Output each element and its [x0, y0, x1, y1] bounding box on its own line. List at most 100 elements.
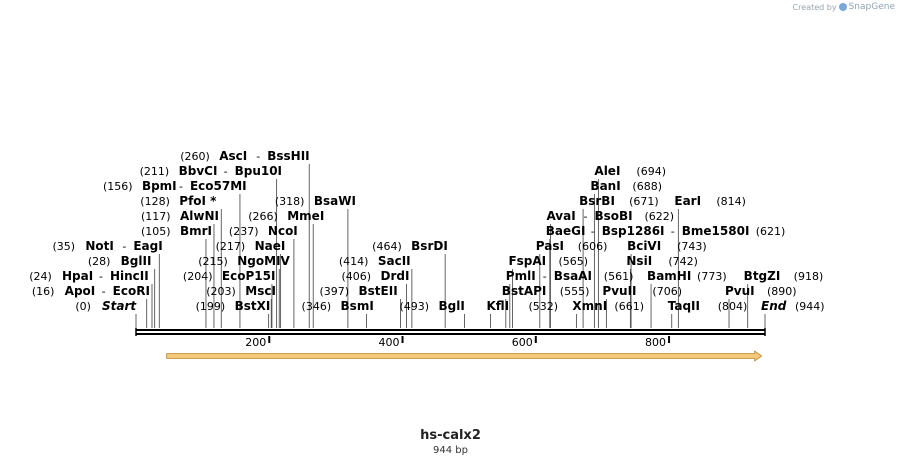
enzyme-name: BstEII	[359, 284, 398, 298]
site-label[interactable]: (28) BglII	[88, 254, 152, 268]
site-label[interactable]: (346) BsmI	[302, 299, 374, 313]
site-label[interactable]: (211) BbvCI - Bpu10I	[140, 164, 282, 178]
enzyme-separator: -	[179, 180, 183, 193]
enzyme-name: NgoMIV	[237, 254, 290, 268]
site-position: (203)	[206, 285, 236, 298]
enzyme-name: Eco57MI	[190, 179, 247, 193]
enzyme-name: BstXI	[235, 299, 271, 313]
site-position: (621)	[756, 225, 786, 238]
site-position: (918)	[794, 270, 824, 283]
credit-prefix: Created by	[792, 2, 837, 12]
enzyme-name: PvuI	[725, 284, 755, 298]
site-label[interactable]: BaeGI - Bsp1286I - Bme1580I (621)	[546, 224, 786, 238]
site-position: (28)	[88, 255, 111, 268]
site-label[interactable]: AleI (694)	[594, 164, 666, 178]
site-label[interactable]: NsiI (742)	[626, 254, 698, 268]
site-label[interactable]: BsrBI (671)	[579, 194, 659, 208]
site-label[interactable]: (24) HpaI - HincII	[29, 269, 149, 283]
site-label[interactable]: (203) MscI	[206, 284, 276, 298]
enzyme-name: Start	[102, 299, 137, 313]
enzyme-name: Bpu10I	[235, 164, 282, 178]
site-label[interactable]: PasI (606)	[536, 239, 608, 253]
site-label[interactable]: (406) DrdI	[342, 269, 410, 283]
site-position: (944)	[795, 300, 825, 313]
site-label[interactable]: (266) MmeI	[248, 209, 324, 223]
tick-label: 200	[245, 336, 266, 349]
sequence-title-block: hs-calx2 944 bp	[0, 428, 901, 458]
enzyme-name: BmrI	[180, 224, 212, 238]
enzyme-name: BtgZI	[744, 269, 781, 283]
site-label[interactable]: AvaI - BsoBI (622)	[546, 209, 674, 223]
site-label[interactable]: BstAPI (555)	[502, 284, 590, 298]
site-label[interactable]: XmnI (661)	[572, 299, 644, 313]
site-label[interactable]: (493) BglI	[399, 299, 464, 313]
site-label[interactable]: (217) NaeI	[216, 239, 286, 253]
site-label[interactable]: (318) BsaWI	[275, 194, 356, 208]
site-label[interactable]: TaqII (804)	[668, 299, 748, 313]
enzyme-name: EcoRI	[113, 284, 150, 298]
enzyme-name: BstAPI	[502, 284, 547, 298]
site-position: (156)	[103, 180, 133, 193]
site-label[interactable]: (397) BstEII	[320, 284, 398, 298]
enzyme-name: End	[761, 299, 787, 313]
enzyme-name: PvuII	[602, 284, 636, 298]
site-label[interactable]: (35) NotI - EagI	[53, 239, 163, 253]
site-label[interactable]: (156) BpmI - Eco57MI	[103, 179, 247, 193]
site-position: (24)	[29, 270, 52, 283]
site-position: (671)	[629, 195, 659, 208]
site-label[interactable]: EarI (814)	[674, 194, 746, 208]
site-connectors	[135, 164, 766, 328]
enzyme-name: AscI	[219, 149, 247, 163]
enzyme-name: BpmI	[142, 179, 177, 193]
tick-label: 600	[512, 336, 533, 349]
enzyme-name: EarI	[674, 194, 701, 208]
enzyme-name: SacII	[378, 254, 411, 268]
enzyme-separator: -	[671, 225, 675, 238]
enzyme-name: HincII	[110, 269, 149, 283]
site-position: (237)	[229, 225, 259, 238]
site-position: (406)	[342, 270, 372, 283]
site-label[interactable]: PvuI (890)	[725, 284, 797, 298]
site-label[interactable]: (105) BmrI	[141, 224, 212, 238]
site-label[interactable]: KflI (532)	[486, 299, 558, 313]
site-label[interactable]: (117) AlwNI	[141, 209, 219, 223]
site-label[interactable]: (128) PfoI *	[140, 194, 217, 208]
site-label[interactable]: (414) SacII	[339, 254, 411, 268]
site-position: (742)	[668, 255, 698, 268]
tick-label: 800	[645, 336, 666, 349]
enzyme-name: EcoP15I	[222, 269, 276, 283]
site-label[interactable]: BamHI (773)	[647, 269, 727, 283]
site-label[interactable]: BtgZI (918)	[744, 269, 824, 283]
site-position: (464)	[372, 240, 402, 253]
enzyme-name: Bme1580I	[682, 224, 750, 238]
site-label[interactable]: (464) BsrDI	[372, 239, 448, 253]
site-position: (266)	[248, 210, 278, 223]
site-position: (606)	[578, 240, 608, 253]
site-label[interactable]: (0) Start	[75, 299, 137, 313]
site-label[interactable]: End (944)	[761, 299, 825, 313]
feature-arrow[interactable]	[166, 350, 763, 362]
feature-arrow-shape[interactable]	[166, 350, 763, 362]
enzyme-name: PmlI	[506, 269, 536, 283]
enzyme-name: AlwNI	[180, 209, 219, 223]
site-label[interactable]: BanI (688)	[590, 179, 662, 193]
site-label[interactable]: BciVI (743)	[627, 239, 707, 253]
site-label[interactable]: (204) EcoP15I	[183, 269, 276, 283]
site-position: (743)	[677, 240, 707, 253]
enzyme-name: DrdI	[381, 269, 410, 283]
site-position: (199)	[196, 300, 226, 313]
site-label[interactable]: (199) BstXI	[196, 299, 271, 313]
enzyme-name: KflI	[486, 299, 509, 313]
site-position: (16)	[32, 285, 55, 298]
site-position: (414)	[339, 255, 369, 268]
site-label[interactable]: (215) NgoMIV	[198, 254, 290, 268]
enzyme-name: BglII	[121, 254, 152, 268]
site-label[interactable]: PvuII (706)	[602, 284, 682, 298]
site-label[interactable]: (237) NcoI	[229, 224, 298, 238]
site-label[interactable]: (16) ApoI - EcoRI	[32, 284, 150, 298]
site-label[interactable]: FspAI (565)	[508, 254, 588, 268]
site-label[interactable]: PmlI - BsaAI (561)	[506, 269, 634, 283]
site-label[interactable]: (260) AscI - BssHII	[180, 149, 309, 163]
sequence-backbone	[135, 328, 766, 336]
enzyme-separator: -	[543, 270, 547, 283]
